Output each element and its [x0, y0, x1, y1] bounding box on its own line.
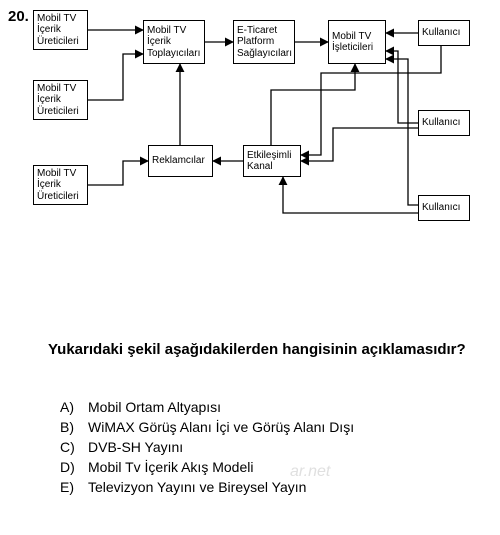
node-prod1: Mobil TV İçerik Üreticileri: [33, 10, 88, 50]
option-letter: E): [60, 479, 88, 495]
option-A[interactable]: A)Mobil Ortam Altyapısı: [60, 399, 460, 415]
option-C[interactable]: C)DVB-SH Yayını: [60, 439, 460, 455]
option-letter: B): [60, 419, 88, 435]
option-E[interactable]: E)Televizyon Yayını ve Bireysel Yayın: [60, 479, 460, 495]
option-text: Mobil Tv İçerik Akış Modeli: [88, 459, 253, 475]
option-D[interactable]: D)Mobil Tv İçerik Akış Modeli: [60, 459, 460, 475]
node-rek: Reklamcılar: [148, 145, 213, 177]
node-etk: Etkileşimli Kanal: [243, 145, 301, 177]
node-etic: E-Ticaret Platform Sağlayıcıları: [233, 20, 295, 64]
flowchart-diagram: Mobil TV İçerik Üreticileri Mobil TV İçer…: [33, 10, 483, 270]
option-letter: D): [60, 459, 88, 475]
option-text: WiMAX Görüş Alanı İçi ve Görüş Alanı Dış…: [88, 419, 354, 435]
options-list: A)Mobil Ortam AltyapısıB)WiMAX Görüş Ala…: [60, 395, 460, 499]
node-kul3: Kullanıcı: [418, 195, 470, 221]
node-isl: Mobil TV İşleticileri: [328, 20, 386, 64]
option-B[interactable]: B)WiMAX Görüş Alanı İçi ve Görüş Alanı D…: [60, 419, 460, 435]
node-prod2: Mobil TV İçerik Üreticileri: [33, 80, 88, 120]
option-letter: A): [60, 399, 88, 415]
option-letter: C): [60, 439, 88, 455]
option-text: DVB-SH Yayını: [88, 439, 183, 455]
option-text: Mobil Ortam Altyapısı: [88, 399, 221, 415]
question-text: Yukarıdaki şekil aşağıdakilerden hangisi…: [48, 340, 468, 360]
node-agg: Mobil TV İçerik Toplayıcıları: [143, 20, 205, 64]
node-kul1: Kullanıcı: [418, 20, 470, 46]
question-number: 20.: [8, 8, 29, 25]
option-text: Televizyon Yayını ve Bireysel Yayın: [88, 479, 306, 495]
node-kul2: Kullanıcı: [418, 110, 470, 136]
node-prod3: Mobil TV İçerik Üreticileri: [33, 165, 88, 205]
